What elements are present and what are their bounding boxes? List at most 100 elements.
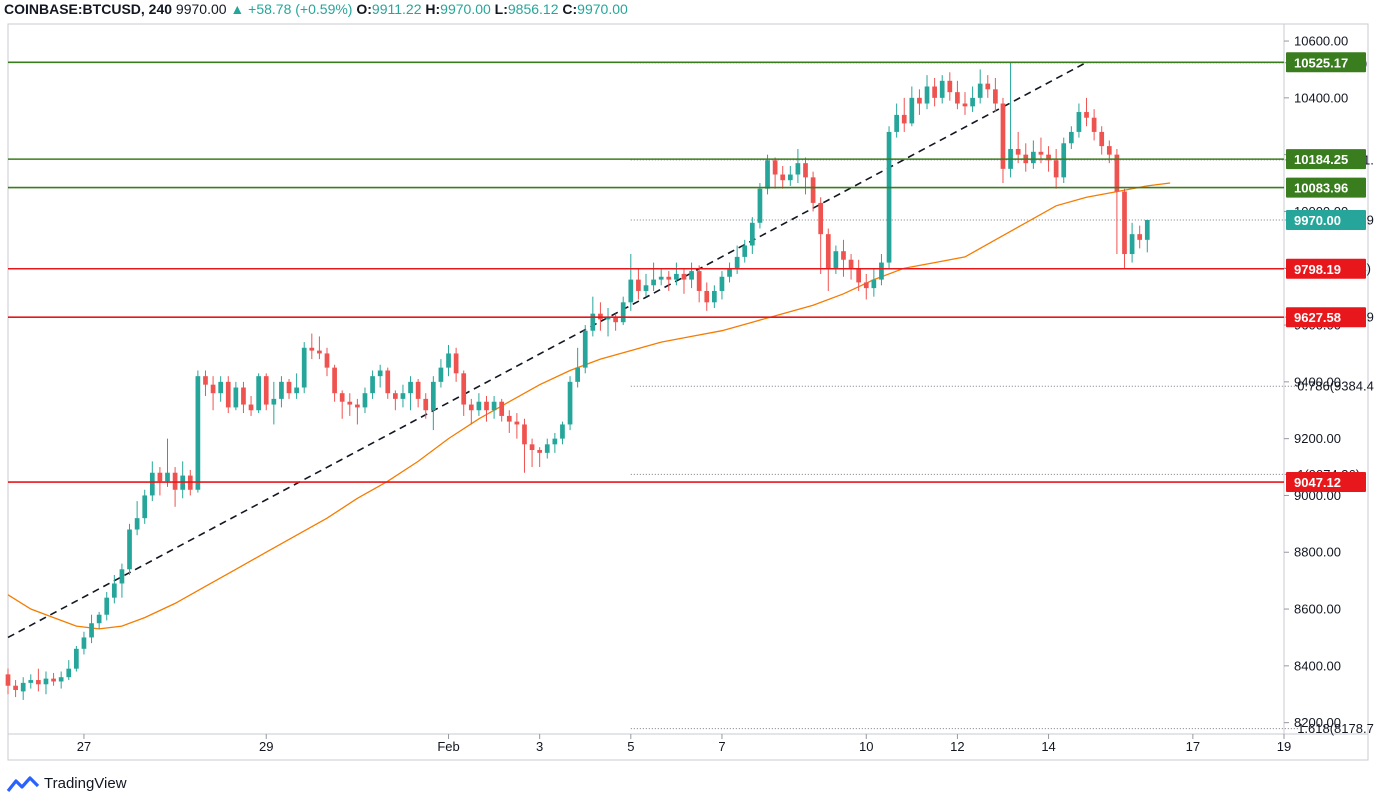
candle-down[interactable]: [985, 75, 991, 98]
candle-up[interactable]: [438, 359, 444, 388]
candle-down[interactable]: [355, 398, 360, 425]
candle-up[interactable]: [1068, 126, 1074, 149]
candle-down[interactable]: [1000, 97, 1006, 184]
candle-up[interactable]: [218, 376, 224, 402]
candle-up[interactable]: [689, 262, 694, 289]
candle-down[interactable]: [1099, 126, 1105, 155]
candle-down[interactable]: [666, 271, 672, 291]
candle-up[interactable]: [370, 370, 375, 399]
candle-up[interactable]: [58, 671, 64, 689]
candle-up[interactable]: [871, 268, 877, 297]
candle-up[interactable]: [66, 660, 72, 681]
candle-up[interactable]: [28, 674, 34, 689]
candle-down[interactable]: [5, 668, 11, 695]
candle-down[interactable]: [210, 376, 216, 411]
candle-up[interactable]: [712, 285, 717, 308]
candle-up[interactable]: [582, 325, 588, 374]
candle-up[interactable]: [977, 69, 983, 104]
candle-up[interactable]: [894, 103, 899, 138]
candle-up[interactable]: [1129, 222, 1135, 263]
candle-down[interactable]: [332, 364, 337, 402]
candle-up[interactable]: [749, 217, 755, 255]
candle-up[interactable]: [81, 631, 87, 655]
resistance-price-label[interactable]: 10184.25: [1286, 149, 1366, 170]
candle-up[interactable]: [43, 671, 49, 695]
candle-up[interactable]: [727, 262, 732, 283]
candle-down[interactable]: [522, 418, 527, 473]
candle-down[interactable]: [962, 92, 968, 115]
moving-average-line[interactable]: [7, 182, 1171, 630]
candle-down[interactable]: [529, 438, 535, 468]
resistance-price-label[interactable]: 10083.96: [1286, 177, 1366, 198]
candle-up[interactable]: [575, 347, 580, 388]
candle-down[interactable]: [993, 77, 998, 113]
candle-up[interactable]: [787, 166, 793, 186]
candle-down[interactable]: [1084, 97, 1089, 127]
candle-up[interactable]: [909, 86, 915, 127]
candle-up[interactable]: [233, 381, 239, 411]
candle-down[interactable]: [932, 77, 937, 107]
candle-up[interactable]: [104, 592, 110, 621]
candle-down[interactable]: [468, 398, 474, 425]
candle-down[interactable]: [772, 157, 778, 189]
candle-up[interactable]: [924, 75, 930, 110]
candle-down[interactable]: [514, 413, 520, 439]
candle-down[interactable]: [810, 171, 816, 212]
candle-up[interactable]: [795, 148, 801, 184]
candle-down[interactable]: [36, 668, 41, 692]
candle-down[interactable]: [1091, 109, 1097, 141]
candle-up[interactable]: [89, 614, 94, 644]
candle-up[interactable]: [149, 461, 155, 502]
candle-up[interactable]: [377, 364, 383, 388]
candle-down[interactable]: [248, 396, 254, 416]
candle-down[interactable]: [1137, 225, 1143, 249]
candle-up[interactable]: [294, 373, 299, 399]
candle-up[interactable]: [742, 239, 748, 263]
candle-up[interactable]: [74, 645, 79, 672]
candle-down[interactable]: [263, 373, 269, 411]
candle-down[interactable]: [415, 379, 421, 408]
candle-down[interactable]: [1015, 131, 1021, 164]
candle-down[interactable]: [681, 268, 687, 294]
candle-down[interactable]: [825, 228, 831, 291]
candle-up[interactable]: [256, 373, 261, 414]
candle-up[interactable]: [1076, 103, 1082, 138]
candle-up[interactable]: [271, 381, 277, 425]
candle-up[interactable]: [970, 86, 975, 113]
candle-up[interactable]: [719, 271, 725, 300]
candle-up[interactable]: [430, 376, 436, 431]
candle-up[interactable]: [620, 296, 626, 326]
symbol-label[interactable]: COINBASE:BTCUSD, 240: [4, 1, 173, 17]
candle-down[interactable]: [1053, 148, 1059, 189]
candle-up[interactable]: [939, 75, 945, 104]
candle-up[interactable]: [643, 273, 649, 297]
candle-down[interactable]: [856, 259, 862, 291]
candle-up[interactable]: [879, 254, 884, 286]
candle-up[interactable]: [552, 432, 558, 453]
candle-up[interactable]: [1031, 140, 1036, 169]
candle-up[interactable]: [362, 387, 368, 414]
candle-down[interactable]: [499, 398, 505, 422]
candle-down[interactable]: [309, 333, 315, 360]
candle-down[interactable]: [537, 447, 543, 468]
candle-down[interactable]: [636, 268, 641, 300]
resistance-price-label[interactable]: 10525.17: [1286, 52, 1366, 73]
candle-up[interactable]: [658, 268, 664, 286]
candle-up[interactable]: [400, 384, 406, 408]
candle-down[interactable]: [157, 467, 163, 496]
candle-down[interactable]: [339, 390, 345, 419]
candle-up[interactable]: [195, 370, 201, 493]
candle-down[interactable]: [818, 197, 824, 274]
price-axis[interactable]: [1283, 23, 1369, 735]
candle-down[interactable]: [453, 347, 459, 382]
candle-up[interactable]: [111, 574, 117, 604]
candle-up[interactable]: [674, 262, 679, 286]
candle-up[interactable]: [651, 262, 656, 291]
candle-up[interactable]: [127, 523, 132, 575]
tradingview-brand[interactable]: TradingView: [6, 774, 127, 794]
candle-up[interactable]: [765, 154, 770, 195]
support-price-label[interactable]: 9627.58: [1286, 307, 1366, 328]
candle-down[interactable]: [848, 254, 854, 280]
candle-down[interactable]: [385, 367, 391, 399]
candle-up[interactable]: [134, 501, 140, 536]
